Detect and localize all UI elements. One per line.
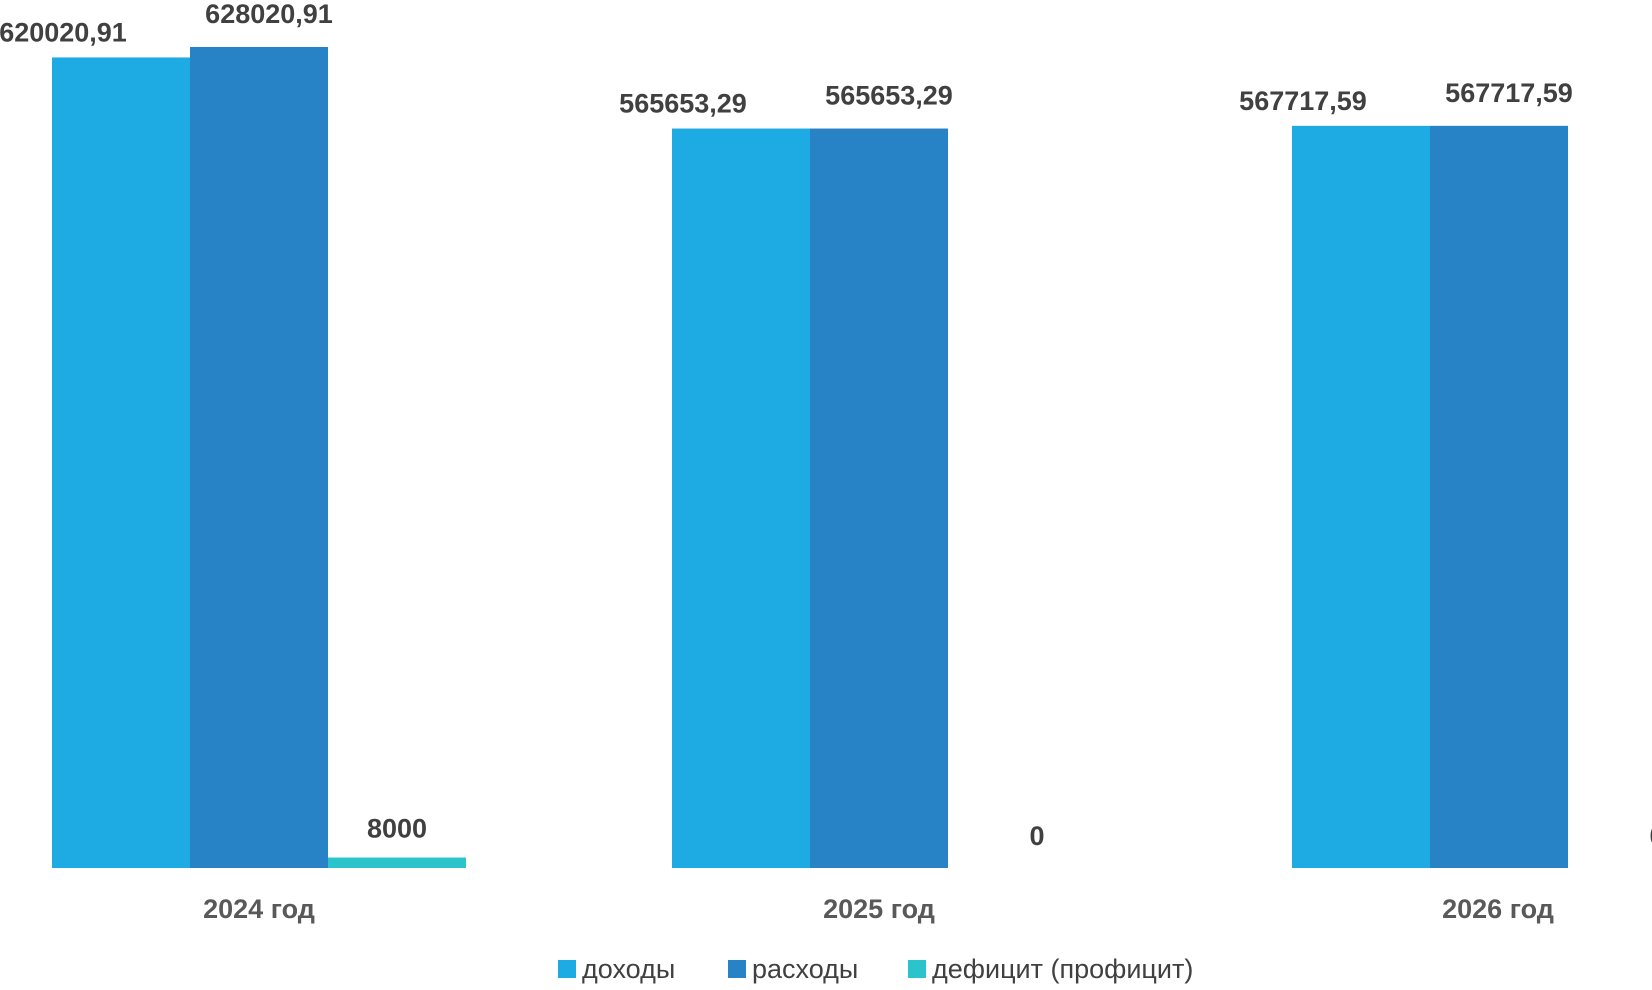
- legend: доходы расходы дефицит (профицит): [558, 954, 1193, 984]
- bar-1-1: [52, 57, 190, 868]
- bar-1-3: [1292, 125, 1430, 869]
- value-label-2-1: 628020,91: [205, 0, 333, 29]
- bars-layer: [52, 47, 1568, 869]
- legend-item-3: дефицит (профицит): [908, 954, 1193, 984]
- value-label-1-1: 620020,91: [0, 17, 127, 47]
- value-label-2-2: 565653,29: [825, 81, 953, 111]
- value-label-3-2: 0: [1029, 821, 1044, 851]
- bar-2-3: [1430, 125, 1568, 869]
- bar-1-2: [672, 128, 810, 868]
- category-label-3: 2026 год: [1442, 894, 1554, 924]
- legend-item-2: расходы: [728, 954, 858, 984]
- value-label-1-3: 567717,59: [1239, 86, 1367, 116]
- legend-swatch-1: [558, 960, 576, 978]
- value-label-3-1: 8000: [367, 814, 427, 844]
- legend-label-3: дефицит (профицит): [932, 954, 1193, 984]
- bar-2-2: [810, 128, 948, 868]
- value-label-3-3: 0: [1649, 821, 1652, 851]
- legend-label-1: доходы: [582, 954, 675, 984]
- bar-3-1: [328, 857, 466, 868]
- legend-swatch-3: [908, 960, 926, 978]
- legend-item-1: доходы: [558, 954, 675, 984]
- value-labels-layer: 620020,91 628020,91 8000 565653,29 565653,29…: [0, 0, 1652, 851]
- legend-swatch-2: [728, 960, 746, 978]
- category-label-1: 2024 год: [203, 894, 315, 924]
- value-label-1-2: 565653,29: [619, 89, 747, 119]
- category-label-2: 2025 год: [823, 894, 935, 924]
- category-labels-layer: 2024 год 2025 год 2026 год: [203, 894, 1554, 924]
- bar-2-1: [190, 47, 328, 868]
- legend-label-2: расходы: [752, 954, 858, 984]
- value-label-2-3: 567717,59: [1445, 78, 1573, 108]
